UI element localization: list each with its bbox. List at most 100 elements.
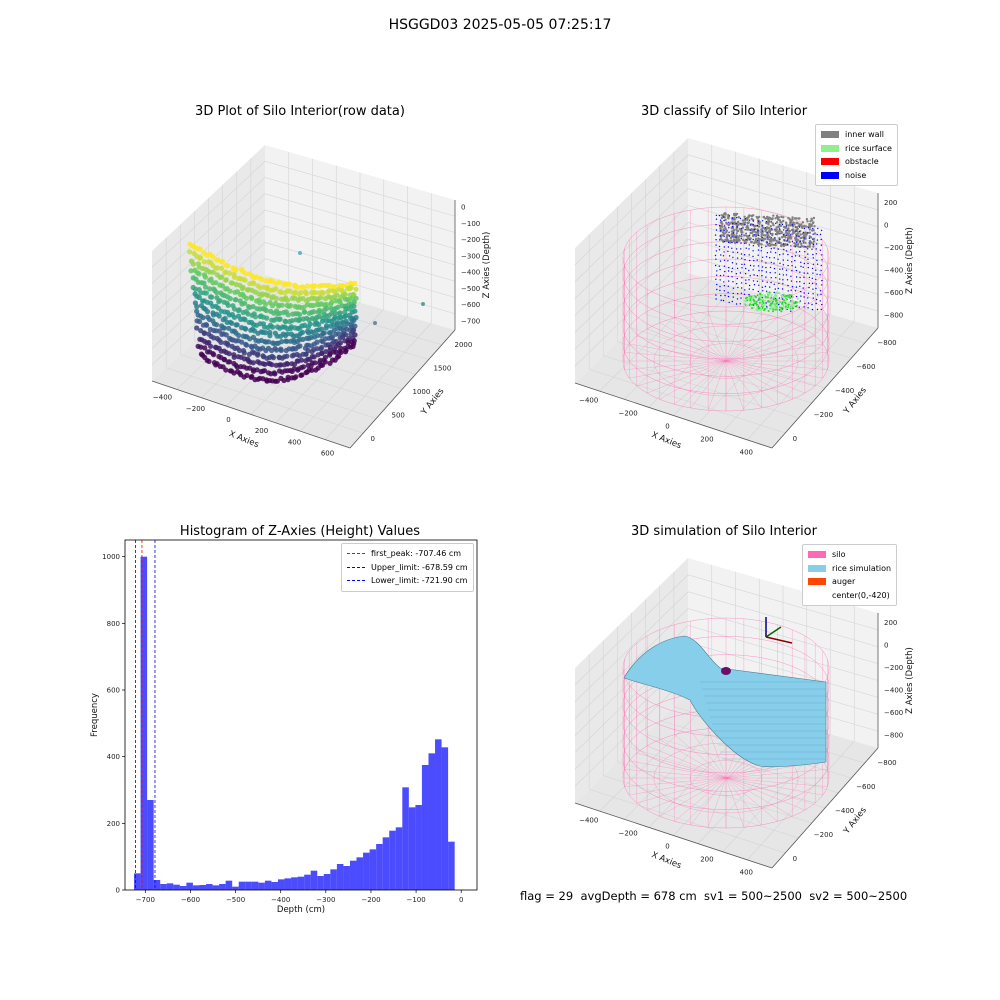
inner-wall-point xyxy=(812,216,816,220)
noise-point xyxy=(749,264,752,267)
noise-point xyxy=(718,245,721,248)
inner-wall-point xyxy=(804,231,807,234)
noise-point xyxy=(761,266,764,268)
scatter-point xyxy=(209,294,215,300)
noise-point xyxy=(731,300,733,303)
noise-point xyxy=(714,234,717,236)
scatter-point xyxy=(327,344,333,351)
noise-point xyxy=(714,254,717,257)
noise-point xyxy=(741,263,743,266)
noise-point xyxy=(745,282,747,285)
noise-point xyxy=(745,232,747,234)
inner-wall-point xyxy=(800,245,803,248)
noise-point xyxy=(715,294,717,296)
noise-point xyxy=(718,239,721,241)
noise-point xyxy=(791,265,793,267)
inner-wall-point xyxy=(764,237,767,240)
inner-wall-point xyxy=(772,214,775,217)
scatter-point xyxy=(342,291,348,297)
scatter-point xyxy=(314,332,321,339)
noise-point xyxy=(758,284,760,286)
x-axis-line xyxy=(574,382,773,449)
scatter-point xyxy=(206,358,212,364)
noise-point xyxy=(816,239,819,241)
scatter-point xyxy=(203,290,209,296)
noise-point xyxy=(773,257,775,259)
scatter-point xyxy=(236,307,242,313)
scatter-point xyxy=(319,344,325,351)
inner-wall-point xyxy=(719,221,722,224)
noise-point xyxy=(762,230,764,232)
noise-point xyxy=(778,223,781,225)
cylinder-wire xyxy=(629,360,727,379)
noise-point xyxy=(782,234,785,236)
cylinder-wire xyxy=(725,360,745,411)
noise-point xyxy=(739,272,742,274)
y-tick-label: −200 xyxy=(814,411,833,419)
scatter-point xyxy=(304,283,310,289)
cylinder-wire xyxy=(659,322,727,362)
noise-point xyxy=(753,229,756,231)
noise-point xyxy=(753,265,755,267)
noise-point xyxy=(773,291,775,294)
inner-wall-point xyxy=(778,228,781,232)
grid-line xyxy=(325,322,432,440)
inner-wall-point xyxy=(720,216,724,220)
noise-point xyxy=(790,275,792,277)
cylinder-wire xyxy=(725,360,793,400)
inner-wall-point xyxy=(742,238,745,242)
x-tick-label: 0 xyxy=(665,423,669,431)
noise-point xyxy=(782,283,784,285)
x-tick-label: −400 xyxy=(153,394,172,402)
inner-wall-point xyxy=(788,218,791,221)
scatter-point xyxy=(259,276,265,282)
scatter-point xyxy=(222,315,228,322)
scatter-point xyxy=(337,340,344,346)
y-tick-label: 1500 xyxy=(434,364,452,372)
noise-point xyxy=(740,238,742,240)
scatter-point xyxy=(227,288,233,294)
inner-wall-point xyxy=(776,231,779,234)
scatter-point xyxy=(297,343,303,349)
noise-point xyxy=(731,267,734,269)
grid-line xyxy=(574,238,879,350)
cylinder-wire xyxy=(725,360,816,387)
noise-point xyxy=(728,215,731,217)
noise-point xyxy=(766,252,769,254)
noise-point xyxy=(803,237,805,239)
scatter-point xyxy=(221,357,227,363)
noise-point xyxy=(795,276,798,278)
noise-point xyxy=(796,281,798,283)
scatter-point xyxy=(312,290,318,296)
noise-point xyxy=(782,279,784,281)
noise-point xyxy=(736,232,738,234)
noise-point xyxy=(794,255,797,257)
scatter-point xyxy=(250,304,256,310)
noise-point xyxy=(777,248,779,250)
inner-wall-point xyxy=(767,231,771,234)
scatter-point xyxy=(287,303,293,309)
grid-line xyxy=(275,309,384,424)
scatter-point xyxy=(233,297,239,303)
noise-point xyxy=(740,222,742,225)
inner-wall-point xyxy=(741,222,745,225)
scatter-point xyxy=(351,303,357,309)
inner-wall-point xyxy=(782,216,785,219)
scatter-point xyxy=(274,347,280,353)
inner-wall-point xyxy=(784,236,787,239)
inner-wall-point xyxy=(808,243,812,246)
inner-wall-point xyxy=(793,241,796,245)
noise-point xyxy=(752,223,754,226)
noise-point xyxy=(753,274,755,276)
x-tick-label: 400 xyxy=(740,869,753,877)
noise-point xyxy=(812,233,814,235)
x-tick-label: 200 xyxy=(255,427,268,435)
inner-wall-point xyxy=(801,221,805,224)
scatter-point xyxy=(273,286,279,292)
scatter-point xyxy=(263,330,269,336)
noise-point xyxy=(748,288,750,290)
scatter-point xyxy=(295,284,301,290)
noise-point xyxy=(802,287,804,289)
z-tick-label: −600 xyxy=(461,301,480,309)
noise-point xyxy=(745,279,747,281)
